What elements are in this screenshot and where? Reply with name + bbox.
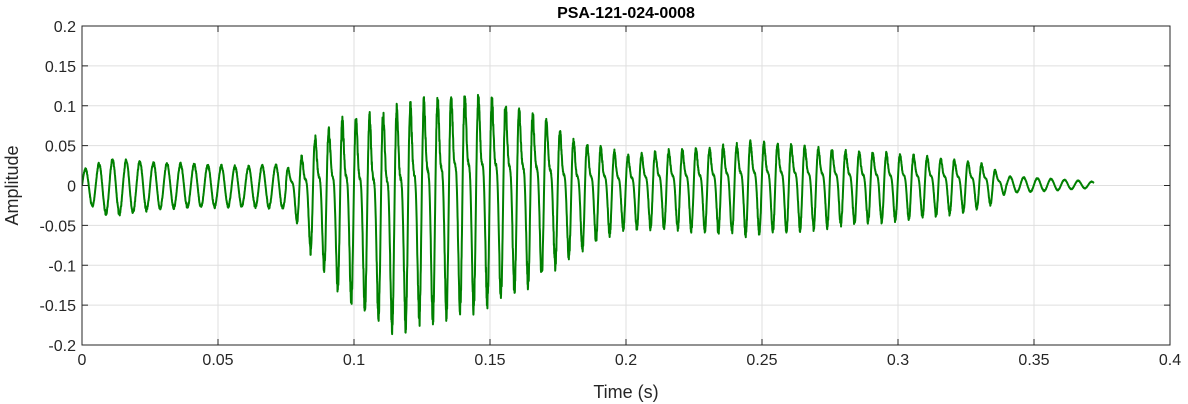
y-tick-label: -0.1 (48, 258, 76, 275)
x-tick-label: 0.2 (615, 352, 637, 369)
x-tick-label: 0.4 (1159, 352, 1181, 369)
x-tick-label: 0.3 (887, 352, 909, 369)
chart-title: PSA-121-024-0008 (557, 5, 695, 22)
x-tick-label: 0.15 (474, 352, 505, 369)
series-group (82, 93, 1095, 336)
x-tick-label: 0.1 (343, 352, 365, 369)
y-tick-label: 0.1 (54, 99, 76, 116)
x-axis-label: Time (s) (593, 382, 658, 402)
y-tick-label: -0.15 (40, 298, 77, 315)
series-line-waveform (82, 93, 1095, 336)
x-tick-label: 0.35 (1018, 352, 1049, 369)
x-axis: 0 0.05 0.1 0.15 0.2 0.25 0.3 0.35 0.4 (78, 26, 1181, 369)
y-tick-label: 0 (67, 179, 76, 196)
y-tick-label: -0.2 (48, 338, 76, 355)
x-tick-label: 0.05 (202, 352, 233, 369)
x-tick-label: 0.25 (746, 352, 777, 369)
y-tick-label: 0.05 (45, 139, 76, 156)
y-axis: 0.2 0.15 0.1 0.05 0 -0.05 -0.1 -0.15 -0.2 (40, 19, 1170, 355)
y-tick-label: -0.05 (40, 218, 77, 235)
x-tick-label: 0 (78, 352, 87, 369)
y-axis-label: Amplitude (2, 145, 22, 225)
y-tick-label: 0.15 (45, 59, 76, 76)
y-tick-label: 0.2 (54, 19, 76, 36)
